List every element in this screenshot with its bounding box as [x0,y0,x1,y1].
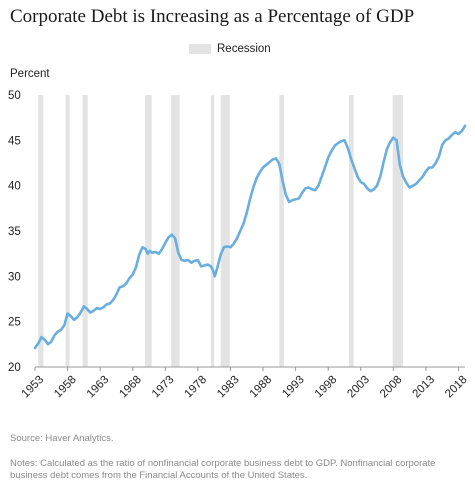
y-axis-label: Percent [10,68,50,80]
recession-band-7 [279,95,284,367]
recession-band-3 [145,95,152,367]
recession-band-1 [65,95,70,367]
y-tick-label: 50 [8,90,21,102]
x-tick-label: 1998 [313,374,340,401]
recession-band-5 [210,95,215,367]
legend-swatch-recession [189,44,211,54]
x-tick-label: 1988 [248,374,275,401]
series-line-0 [33,124,467,350]
x-tick-labels: 1953 1958 1963 1968 1973 1978 1983 1988 1993 1998… [20,367,470,400]
y-tick-label: 35 [8,226,21,238]
x-tick-label: 2013 [411,374,438,401]
source-note: Source: Haver Analytics. [10,433,114,444]
x-tick-label: 1953 [20,374,47,401]
x-tick-label: 2003 [345,374,372,401]
recession-band-4 [171,95,180,367]
x-tick-label: 1963 [85,374,112,401]
y-tick-label: 45 [8,135,21,147]
series-layer [33,124,467,350]
legend-label-recession: Recession [217,43,271,55]
y-tick-label: 30 [8,271,21,283]
x-tick-label: 1968 [117,374,144,401]
recession-band-2 [82,95,88,367]
y-tick-labels: 20 25 30 35 40 45 50 [8,90,21,374]
recession-band-6 [220,95,230,367]
x-tick-label: 1983 [215,374,242,401]
x-tick-label: 2018 [443,374,470,401]
y-tick-label: 20 [8,362,21,374]
x-tick-label: 2008 [378,374,405,401]
notes-text: Notes: Calculated as the ratio of nonfin… [10,458,436,481]
chart-title: Corporate Debt is Increasing as a Percen… [10,6,415,27]
recession-band-8 [349,95,354,367]
chart-legend: Recession [189,42,271,56]
x-tick-label: 1993 [280,374,307,401]
recession-band-0 [38,95,44,367]
y-tick-label: 40 [8,181,21,193]
recession-bands [38,95,404,367]
recession-band-9 [392,95,404,367]
x-tick-label: 1973 [150,374,177,401]
y-tick-label: 25 [8,317,21,329]
x-tick-label: 1958 [52,374,79,401]
x-tick-label: 1978 [183,374,210,401]
